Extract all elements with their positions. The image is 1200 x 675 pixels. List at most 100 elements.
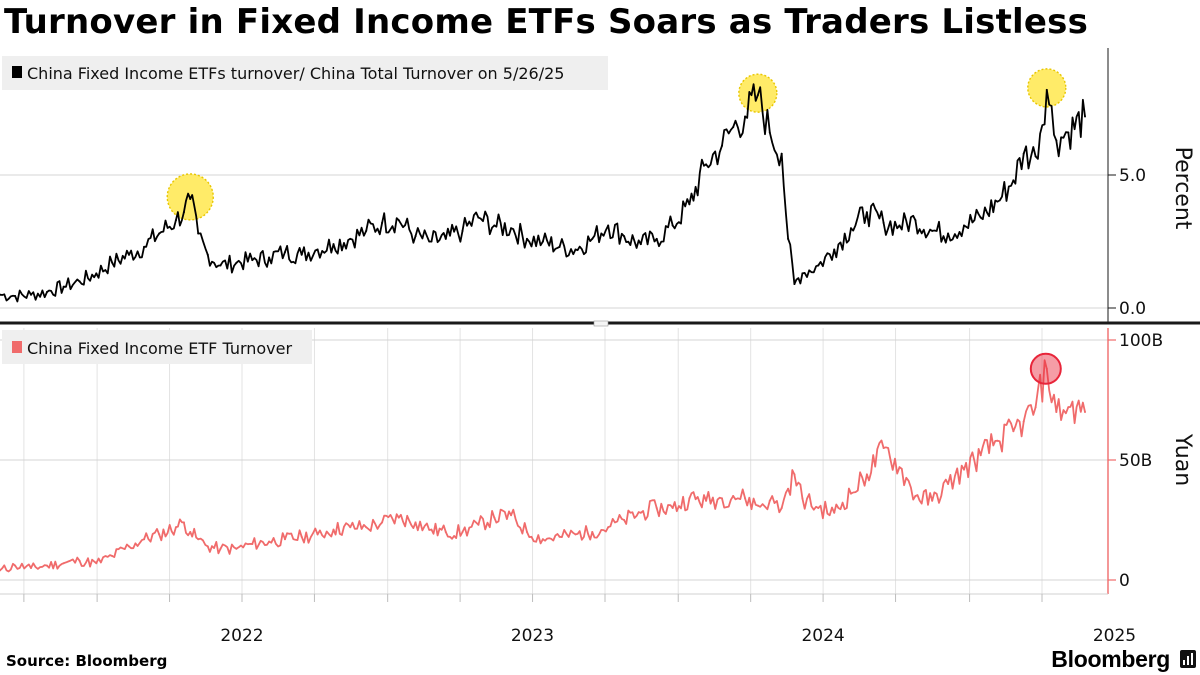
top-data-point [1012, 179, 1015, 182]
bottom-data-point [931, 499, 934, 502]
bottom-data-point [0, 569, 1, 572]
top-data-point [1084, 115, 1086, 118]
bottom-data-point [251, 543, 254, 545]
bottom-horizontal-gridlines [0, 339, 1108, 581]
top-data-point [732, 126, 735, 129]
top-data-point [655, 237, 658, 240]
top-data-point [558, 245, 561, 248]
bottom-data-point [111, 555, 114, 557]
top-data-point [14, 295, 17, 298]
brand-logo: Bloomberg [1051, 646, 1170, 672]
top-data-point [865, 211, 868, 214]
top-data-point [801, 272, 804, 275]
top-data-point [0, 293, 1, 296]
top-data-point [931, 229, 934, 232]
bottom-data-point [397, 516, 400, 519]
bottom-data-point [849, 492, 852, 495]
top-data-point [1034, 155, 1037, 158]
bottom-y-tick-label: 50B [1119, 451, 1152, 471]
top-series-line [0, 83, 1086, 303]
top-data-point [197, 232, 200, 235]
bottom-data-point [756, 504, 759, 507]
bottom-data-point [780, 507, 783, 509]
top-data-point [574, 248, 577, 251]
top-data-point [787, 237, 790, 240]
bottom-data-point [898, 466, 901, 469]
bottom-data-point [430, 528, 433, 531]
top-data-point [30, 293, 33, 296]
top-data-point [623, 235, 626, 238]
bottom-data-point [639, 511, 642, 514]
bottom-data-point [732, 495, 735, 497]
top-data-point [898, 224, 901, 227]
x-tick-label: 2024 [801, 626, 844, 646]
top-data-point [444, 237, 447, 240]
top-data-point [316, 248, 319, 251]
bottom-data-point [158, 533, 161, 536]
bottom-data-point [381, 521, 384, 524]
top-data-point [62, 285, 65, 288]
top-data-point [1022, 152, 1025, 155]
bottom-data-point [1055, 411, 1058, 413]
top-data-point [510, 227, 513, 230]
top-y-tick-label: 0.0 [1119, 299, 1146, 319]
top-data-point [591, 237, 594, 240]
top-highlight-markers [166, 68, 1067, 221]
bottom-data-point [143, 538, 146, 541]
bottom-y-tick-label: 100B [1119, 331, 1163, 351]
bottom-y-ticks: 0 50B 100B [1108, 331, 1163, 591]
bottom-data-point [882, 447, 885, 449]
top-data-point [756, 94, 759, 97]
bottom-data-point [1045, 367, 1048, 370]
bottom-data-point [235, 547, 238, 550]
bottom-series-points [0, 367, 1086, 572]
top-data-point [219, 264, 222, 267]
bottom-data-point [591, 531, 594, 533]
top-data-point [744, 115, 747, 118]
top-data-point [849, 227, 852, 230]
bottom-data-point [768, 499, 771, 502]
x-axis-ticks: 2022 2023 2024 2025 [23, 594, 1136, 646]
top-data-point [833, 248, 836, 251]
top-data-point [349, 237, 352, 240]
top-data-point [882, 221, 885, 224]
top-data-point [721, 144, 724, 147]
top-data-point [768, 131, 771, 134]
top-data-point [430, 240, 433, 243]
top-data-point [332, 243, 335, 246]
bottom-data-point [349, 526, 352, 529]
source-note: Source: Bloomberg [6, 652, 168, 670]
top-data-point [127, 253, 130, 256]
bottom-data-point [525, 531, 528, 533]
bottom-legend-box [2, 330, 312, 364]
bottom-data-point [30, 567, 33, 569]
x-tick-label: 2022 [220, 626, 263, 646]
top-data-point [206, 253, 209, 256]
top-data-point [817, 264, 820, 267]
bottom-data-point [963, 468, 966, 471]
bottom-data-point [332, 528, 335, 531]
top-data-point [365, 229, 368, 232]
bottom-data-point [655, 507, 658, 509]
top-data-point [143, 245, 146, 248]
bottom-data-point [688, 497, 691, 500]
top-data-point [300, 253, 303, 256]
bottom-data-point [414, 521, 417, 524]
bottom-data-point [127, 545, 130, 548]
top-data-point [189, 197, 192, 200]
top-legend-box [2, 56, 608, 90]
bottom-data-point [607, 526, 610, 529]
bottom-data-point [793, 473, 796, 476]
top-data-point [1055, 139, 1058, 142]
bottom-data-point [189, 531, 192, 533]
top-data-point [493, 224, 496, 227]
bottom-data-point [817, 507, 820, 509]
bottom-data-point [744, 497, 747, 500]
top-data-point [1045, 88, 1048, 91]
bottom-data-point [541, 538, 544, 541]
bottom-highlight-circle [1029, 352, 1062, 385]
top-data-point [963, 224, 966, 227]
bottom-data-point [197, 538, 200, 541]
bottom-data-point [477, 523, 480, 526]
